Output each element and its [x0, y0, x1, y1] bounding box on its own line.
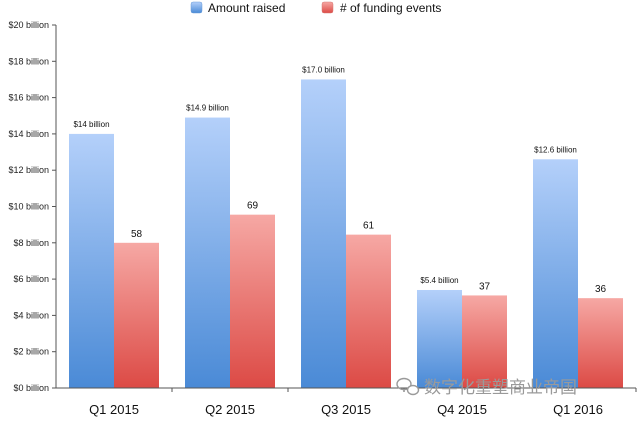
watermark: 数字化重塑商业帝国	[396, 377, 577, 398]
bar-amount-raised	[533, 159, 578, 388]
y-tick-label: $6 billion	[13, 274, 49, 284]
data-label-amount-raised: $14.9 billion	[186, 104, 229, 113]
bar-funding-events	[462, 295, 507, 388]
y-tick-label: $4 billion	[13, 310, 49, 320]
data-label-funding-events: 69	[247, 201, 259, 212]
data-label-funding-events: 36	[595, 284, 607, 295]
data-label-funding-events: 58	[131, 229, 143, 240]
data-label-amount-raised: $14 billion	[73, 120, 109, 129]
y-tick-label: $18 billion	[8, 56, 49, 66]
y-tick-label: $10 billion	[8, 202, 49, 212]
legend-label-funding-events: # of funding events	[340, 1, 441, 15]
watermark-text: 数字化重塑商业帝国	[424, 378, 577, 398]
data-label-amount-raised: $12.6 billion	[534, 145, 577, 154]
y-tick-label: $8 billion	[13, 238, 49, 248]
x-tick-label: Q3 2015	[321, 402, 371, 417]
wechat-bubble-icon	[396, 377, 420, 396]
data-label-amount-raised: $5.4 billion	[420, 276, 458, 285]
y-tick-label: $14 billion	[8, 129, 49, 139]
data-label-funding-events: 37	[479, 281, 491, 292]
bar-amount-raised	[301, 79, 346, 388]
bar-amount-raised	[69, 133, 114, 388]
data-label-amount-raised: $17.0 billion	[302, 65, 345, 74]
data-label-funding-events: 61	[363, 221, 375, 232]
bar-amount-raised	[185, 117, 230, 388]
y-tick-label: $12 billion	[8, 165, 49, 175]
bar-funding-events	[114, 242, 159, 388]
y-tick-label: $2 billion	[13, 347, 49, 357]
data-labels-group: $14 billion 58 $14.9 billion 69 $17.0 billio…	[73, 65, 606, 295]
x-tick-label: Q1 2016	[553, 402, 603, 417]
bar-funding-events	[578, 298, 623, 388]
bar-amount-raised	[417, 289, 462, 388]
y-tick-label: $0 billion	[13, 383, 49, 393]
bar-funding-events	[346, 234, 391, 388]
x-tick-label: Q4 2015	[437, 402, 487, 417]
chart-legend: Amount raised # of funding events	[190, 1, 441, 15]
bars-group	[69, 79, 623, 388]
bar-funding-events	[230, 214, 275, 388]
legend-swatch-amount-raised	[190, 1, 203, 14]
y-tick-label: $20 billion	[8, 20, 49, 30]
legend-swatch-funding-events	[321, 1, 334, 14]
y-tick-label: $16 billion	[8, 93, 49, 103]
x-tick-label: Q2 2015	[205, 402, 255, 417]
legend-label-amount-raised: Amount raised	[208, 1, 285, 15]
y-axis: $0 billion $2 billion $4 billion $6 billion…	[8, 20, 57, 393]
x-tick-label: Q1 2015	[89, 402, 139, 417]
x-axis: Q1 2015 Q2 2015 Q3 2015 Q4 2015 Q1 2016	[56, 387, 637, 417]
